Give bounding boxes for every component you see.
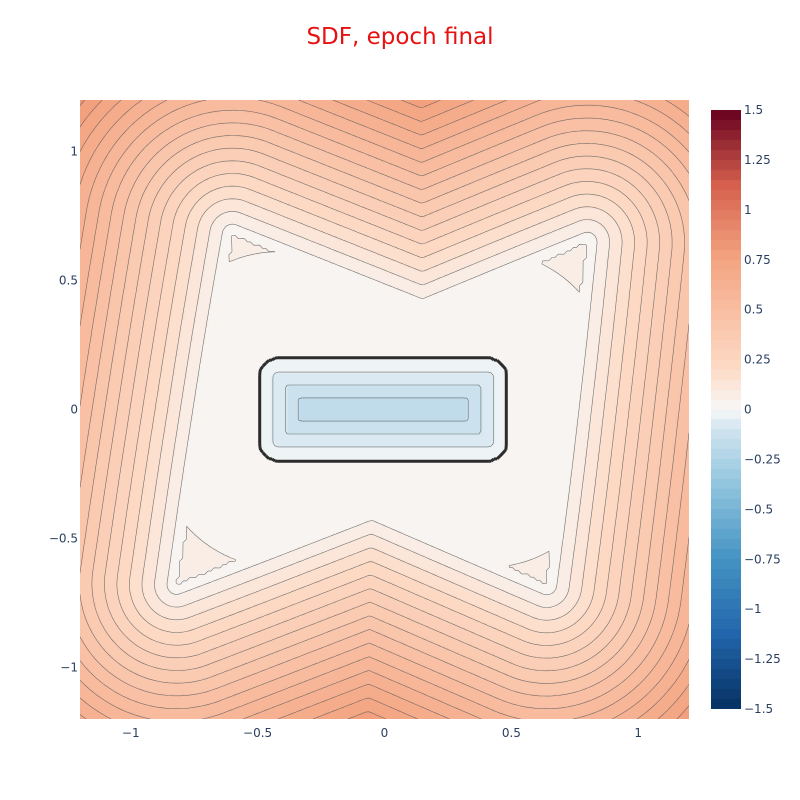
colorbar-tick-label: −0.5 bbox=[744, 502, 773, 516]
colorbar-tick-label: −0.75 bbox=[744, 552, 781, 566]
contour-line bbox=[104, 160, 660, 659]
colorbar-tick-label: 1.5 bbox=[744, 103, 763, 117]
y-tick-label: 0.5 bbox=[59, 274, 78, 288]
colorbar-tick-label: 1.25 bbox=[744, 153, 771, 167]
contour-line bbox=[80, 100, 689, 719]
contour-line bbox=[80, 100, 689, 719]
contour-line bbox=[154, 211, 610, 608]
contour-line bbox=[80, 100, 689, 719]
contour-line bbox=[141, 198, 623, 621]
contour-line bbox=[80, 100, 689, 719]
colorbar-tick-label: 0.5 bbox=[744, 303, 763, 317]
contour-line bbox=[80, 109, 689, 709]
x-tick-label: 0 bbox=[381, 726, 389, 740]
x-tick-label: 0.5 bbox=[502, 726, 521, 740]
colorbar-tick-label: 1 bbox=[744, 203, 752, 217]
contour-line bbox=[91, 147, 673, 672]
contour-line bbox=[285, 384, 482, 435]
contour-line bbox=[80, 122, 689, 697]
colorbar-tick-label: 0 bbox=[744, 403, 752, 417]
y-tick-label: 1 bbox=[70, 145, 78, 159]
x-tick-label: 1 bbox=[634, 726, 642, 740]
contour-line bbox=[297, 397, 469, 422]
x-tick-label: −1 bbox=[122, 726, 140, 740]
contour-line bbox=[116, 173, 648, 646]
contour-line bbox=[80, 100, 85, 106]
sdf-heatmap bbox=[80, 100, 689, 719]
y-axis: 1 0.5 0 −0.5 −1 bbox=[49, 145, 78, 675]
contour-lines bbox=[80, 100, 689, 719]
x-axis: −1 −0.5 0 0.5 1 bbox=[122, 726, 642, 740]
contour-line bbox=[272, 371, 494, 448]
colorbar-tick-label: −1.25 bbox=[744, 652, 781, 666]
y-tick-label: 0 bbox=[70, 403, 78, 417]
y-tick-label: −1 bbox=[60, 660, 78, 674]
zero-level-contour bbox=[258, 356, 508, 463]
colorbar-tick-label: 0.25 bbox=[744, 353, 771, 367]
colorbar-axis: 1.5 1.25 1 0.75 0.5 0.25 0 −0.25 −0.5 −0.75 −1 −1.2… bbox=[744, 103, 781, 716]
chart-title: SDF, epoch final bbox=[306, 24, 494, 50]
colorbar-tick-label: 0.75 bbox=[744, 253, 771, 267]
y-tick-label: −0.5 bbox=[49, 531, 78, 545]
contour-line bbox=[80, 135, 685, 684]
colorbar-tick-label: −1.5 bbox=[744, 702, 773, 716]
colorbar bbox=[711, 110, 741, 709]
contour-line bbox=[166, 223, 598, 596]
contour-line bbox=[80, 100, 689, 719]
colorbar-tick-label: −1 bbox=[744, 602, 762, 616]
x-tick-label: −0.5 bbox=[243, 726, 272, 740]
contour-line bbox=[129, 185, 635, 634]
colorbar-tick-label: −0.25 bbox=[744, 452, 781, 466]
